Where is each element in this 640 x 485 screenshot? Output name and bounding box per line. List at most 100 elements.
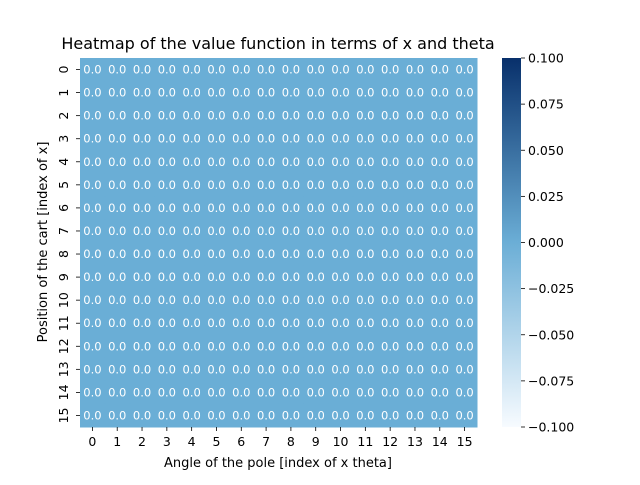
cell-value: 0.0 [331, 247, 349, 261]
heatmap-cell [452, 81, 478, 105]
cell-value: 0.0 [108, 109, 126, 123]
heatmap-cell [427, 403, 453, 428]
heatmap-cell [204, 104, 230, 128]
colorbar: 0.100 0.075 0.050 0.025 0.000 −0.025 −0.050 −0.… [502, 51, 574, 435]
cell-value: 0.0 [406, 201, 424, 215]
heatmap-cell [452, 242, 478, 267]
heatmap-cell [104, 219, 131, 243]
cell-value: 0.0 [381, 155, 399, 169]
cell-value: 0.0 [183, 178, 201, 192]
heatmap-cell [377, 150, 404, 174]
heatmap-cell [129, 311, 155, 336]
cell-value: 0.0 [282, 109, 300, 123]
cell-value: 0.0 [431, 109, 449, 123]
cell-value: 0.0 [183, 270, 201, 284]
heatmap-cell [303, 311, 329, 336]
heatmap-cell [80, 219, 106, 243]
cell-value: 0.0 [257, 86, 275, 100]
cell-value: 0.0 [307, 316, 325, 330]
heatmap-cell [328, 311, 354, 336]
heatmap-cell [80, 58, 106, 82]
heatmap-cell [204, 196, 230, 220]
colorbar-tick-label: −0.100 [528, 420, 574, 435]
cell-value: 0.0 [207, 201, 225, 215]
y-tick-label: 10 [56, 292, 71, 308]
cell-value: 0.0 [282, 362, 300, 376]
cell-value: 0.0 [207, 293, 225, 307]
heatmap-cell [303, 81, 329, 105]
heatmap-cell [328, 81, 354, 105]
cell-value: 0.0 [183, 155, 201, 169]
y-tick-label: 1 [56, 89, 71, 97]
heatmap-cell [204, 173, 230, 197]
y-tick-label: 15 [56, 408, 71, 424]
x-axis-label: Angle of the pole [index of x theta] [164, 456, 392, 471]
cell-value: 0.0 [158, 339, 176, 353]
heatmap-cell [402, 219, 428, 243]
heatmap-cell [179, 357, 205, 382]
heatmap-cell [179, 173, 205, 197]
cell-value: 0.0 [207, 316, 225, 330]
heatmap-cell [154, 173, 180, 197]
cell-value: 0.0 [406, 109, 424, 123]
heatmap-cell [452, 265, 478, 290]
heatmap-cell [228, 357, 255, 382]
cell-value: 0.0 [207, 178, 225, 192]
cell-value: 0.0 [83, 224, 101, 238]
cell-value: 0.0 [331, 293, 349, 307]
heatmap-cell [402, 242, 428, 267]
chart-title: Heatmap of the value function in terms o… [61, 34, 494, 53]
heatmap-cell [402, 380, 428, 405]
heatmap-cell [104, 357, 131, 382]
heatmap-cell [427, 219, 453, 243]
heatmap-cell [427, 334, 453, 359]
heatmap-cell [377, 357, 404, 382]
cell-value: 0.0 [282, 63, 300, 77]
cell-value: 0.0 [455, 224, 473, 238]
cell-value: 0.0 [183, 109, 201, 123]
cell-value: 0.0 [207, 270, 225, 284]
cell-value: 0.0 [431, 178, 449, 192]
heatmap-cell [179, 265, 205, 290]
heatmap-cell [129, 104, 155, 128]
heatmap-cell [104, 403, 131, 428]
colorbar-tick-label: 0.000 [528, 235, 564, 250]
colorbar-tick-label: 0.100 [528, 51, 564, 66]
cell-value: 0.0 [257, 201, 275, 215]
heatmap-cell [253, 334, 279, 359]
cell-value: 0.0 [356, 385, 374, 399]
heatmap-cell [228, 196, 255, 220]
heatmap-cell [452, 334, 478, 359]
cell-value: 0.0 [356, 63, 374, 77]
heatmap-cell [104, 380, 131, 405]
colorbar-tick-label: 0.025 [528, 189, 564, 204]
heatmap-cell [352, 219, 379, 243]
heatmap-cell [228, 403, 255, 428]
heatmap-cell [452, 311, 478, 336]
cell-value: 0.0 [431, 224, 449, 238]
cell-value: 0.0 [455, 132, 473, 146]
y-tick-label: 2 [56, 112, 71, 120]
cell-value: 0.0 [158, 109, 176, 123]
heatmap-cell [278, 380, 304, 405]
heatmap-cell [104, 288, 131, 313]
cell-value: 0.0 [307, 109, 325, 123]
cell-value: 0.0 [282, 293, 300, 307]
cell-value: 0.0 [207, 247, 225, 261]
cell-value: 0.0 [356, 339, 374, 353]
cell-value: 0.0 [331, 63, 349, 77]
cell-value: 0.0 [83, 109, 101, 123]
colorbar-tick-label: 0.075 [528, 97, 564, 112]
heatmap-cell [328, 334, 354, 359]
heatmap-cell [352, 81, 379, 105]
cell-value: 0.0 [307, 362, 325, 376]
heatmap-cell [377, 265, 404, 290]
heatmap-cell [179, 196, 205, 220]
heatmap-cell [179, 219, 205, 243]
cell-value: 0.0 [133, 316, 151, 330]
heatmap-cell [179, 58, 205, 82]
heatmap-cell [377, 403, 404, 428]
cell-value: 0.0 [133, 86, 151, 100]
